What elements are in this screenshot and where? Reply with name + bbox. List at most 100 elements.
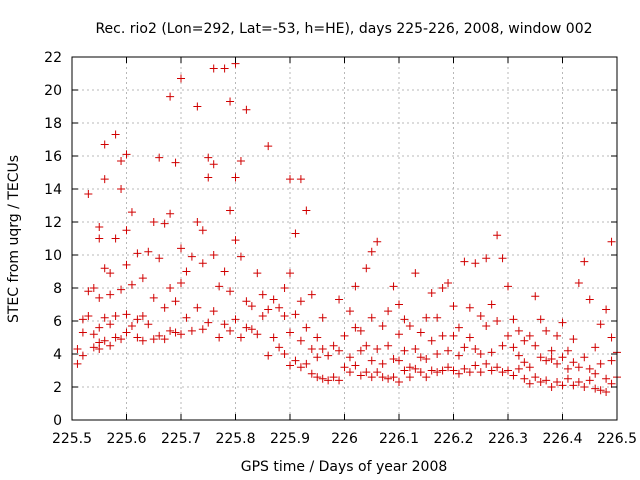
data-point: [367, 356, 376, 365]
data-point: [95, 222, 104, 231]
data-point: [204, 318, 213, 327]
data-point: [596, 359, 605, 368]
data-point: [438, 366, 447, 375]
data-point: [411, 364, 420, 373]
data-point: [187, 252, 196, 261]
data-point: [356, 326, 365, 335]
data-point: [138, 336, 147, 345]
data-point: [122, 150, 131, 159]
data-point: [166, 209, 175, 218]
data-point: [127, 208, 136, 217]
data-point: [95, 293, 104, 302]
data-point: [106, 320, 115, 329]
data-point: [209, 160, 218, 169]
data-point: [242, 297, 251, 306]
data-point: [84, 189, 93, 198]
grid-layer: [72, 57, 617, 420]
data-point: [493, 317, 502, 325]
data-point: [585, 295, 594, 304]
data-point: [242, 105, 251, 114]
data-point: [253, 269, 262, 278]
x-tick-label: 226.1: [379, 431, 419, 447]
data-point: [269, 295, 278, 304]
data-point: [482, 321, 491, 330]
data-point: [236, 252, 245, 261]
data-point: [286, 361, 294, 370]
data-point: [100, 336, 109, 345]
data-point: [193, 218, 202, 226]
data-point: [280, 284, 289, 292]
data-point: [465, 303, 474, 312]
data-point: [286, 175, 294, 184]
data-point: [89, 330, 98, 339]
data-point: [318, 313, 327, 322]
y-axis-label: STEC from uqrg / TECUs: [6, 155, 22, 323]
x-tick-label: 226.2: [433, 431, 473, 447]
data-point: [291, 356, 300, 365]
data-point: [427, 366, 436, 375]
data-point: [122, 260, 131, 269]
data-point: [198, 259, 207, 268]
y-tick-label: 6: [53, 314, 62, 330]
data-point: [400, 346, 409, 355]
data-point: [144, 247, 153, 256]
data-point: [198, 226, 207, 235]
data-point: [384, 307, 393, 316]
data-point: [460, 343, 469, 352]
data-point: [122, 328, 131, 337]
data-point: [302, 359, 311, 368]
data-point: [209, 64, 218, 73]
y-tick-label: 12: [44, 215, 62, 231]
data-point: [563, 364, 572, 373]
data-point: [504, 282, 512, 291]
data-point: [247, 325, 256, 334]
data-point: [166, 326, 175, 335]
data-point: [498, 254, 507, 263]
data-point: [607, 333, 616, 342]
data-point: [520, 374, 529, 383]
data-point: [117, 335, 126, 344]
data-point: [138, 312, 147, 321]
data-point: [542, 376, 551, 385]
data-point: [127, 280, 136, 289]
data-point: [422, 354, 431, 363]
x-tick-label: 226: [331, 431, 358, 447]
data-point: [122, 226, 131, 235]
points-layer: [73, 59, 621, 396]
data-point: [220, 320, 229, 329]
data-point: [269, 333, 278, 342]
data-point: [547, 354, 556, 363]
data-point: [498, 368, 507, 377]
data-point: [367, 373, 376, 382]
data-point: [400, 315, 409, 324]
data-point: [416, 353, 425, 362]
data-point: [198, 325, 207, 334]
y-tick-label: 0: [53, 413, 62, 429]
data-point: [100, 313, 109, 322]
data-point: [111, 130, 120, 139]
data-point: [111, 333, 120, 342]
data-point: [454, 323, 463, 332]
data-point: [531, 373, 540, 382]
data-point: [405, 363, 414, 372]
data-point: [356, 371, 365, 380]
data-point: [367, 247, 376, 256]
data-point: [373, 345, 382, 354]
data-point: [454, 369, 463, 378]
data-point: [493, 231, 502, 240]
data-point: [296, 363, 305, 372]
data-point: [78, 328, 87, 337]
data-point: [100, 264, 109, 273]
data-point: [236, 333, 245, 342]
data-point: [296, 336, 305, 345]
data-point: [84, 287, 93, 296]
data-point: [117, 156, 126, 165]
data-point: [149, 293, 158, 302]
data-point: [291, 229, 300, 238]
data-point: [89, 284, 98, 292]
data-point: [318, 345, 327, 354]
data-point: [465, 368, 474, 377]
data-point: [400, 366, 409, 375]
data-point: [296, 297, 305, 306]
data-point: [585, 364, 594, 373]
